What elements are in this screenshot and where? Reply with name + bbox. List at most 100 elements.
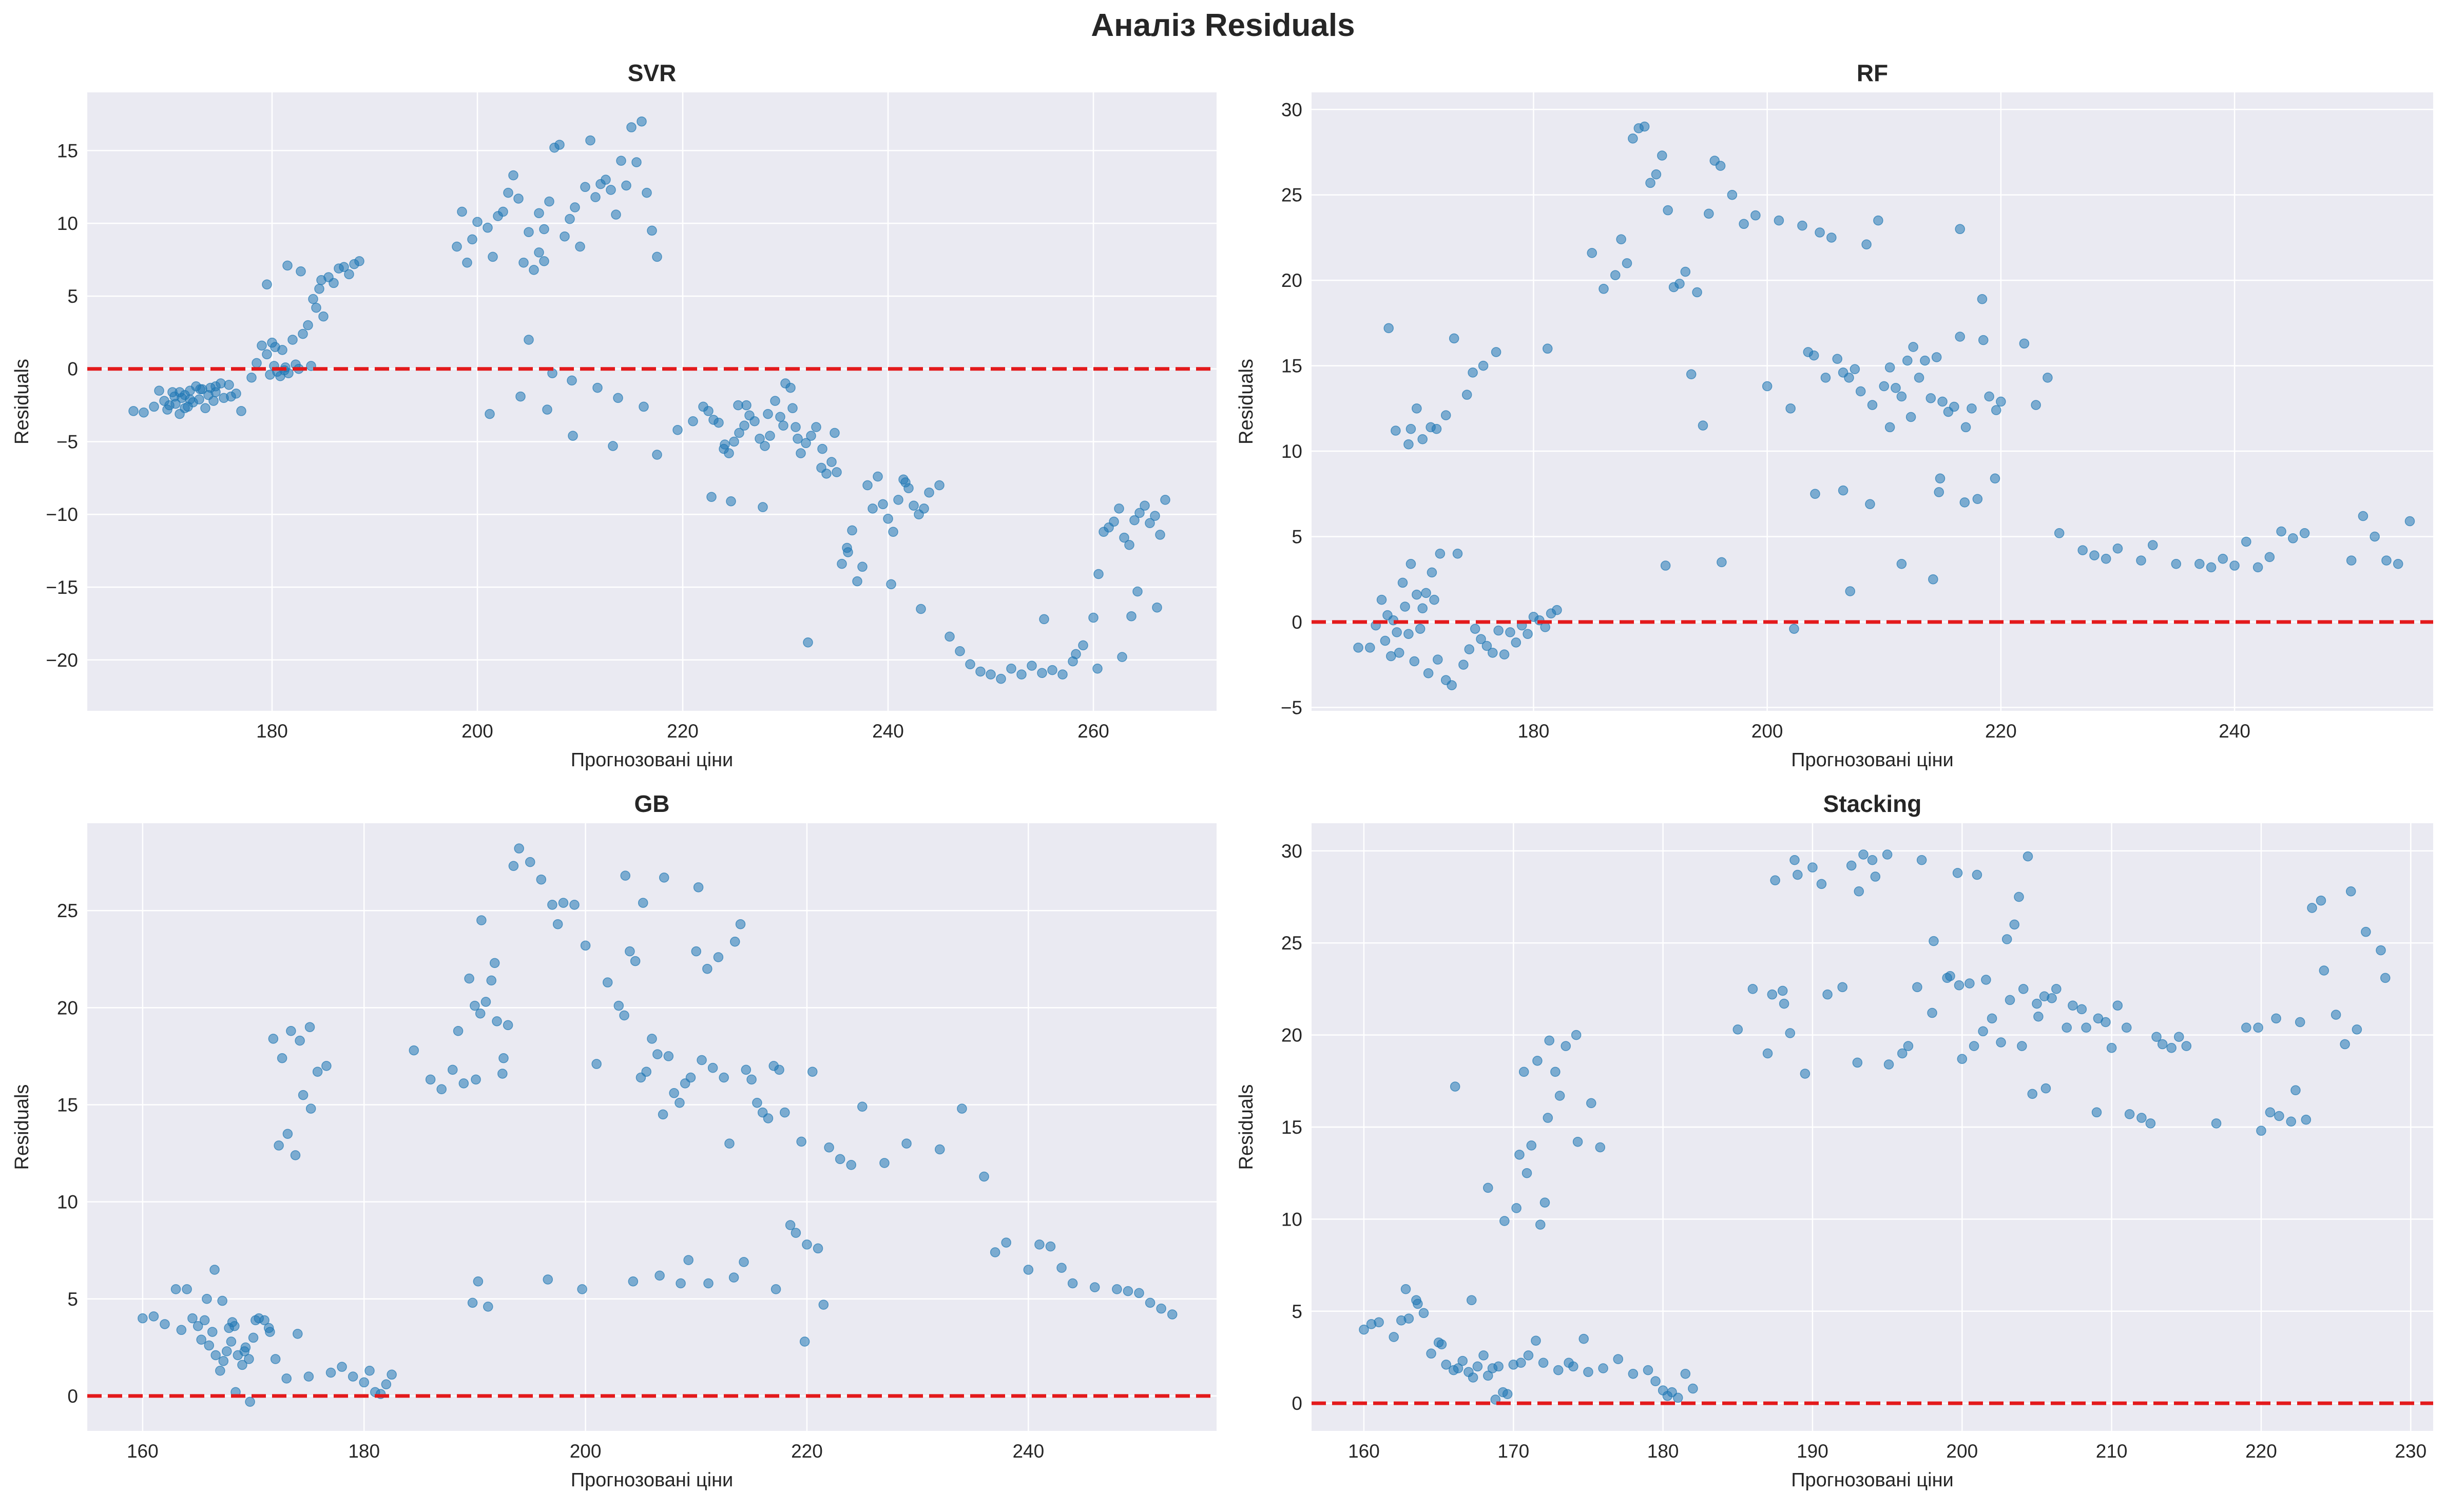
y-tick-label: −20 <box>46 650 78 671</box>
data-point <box>1929 936 1939 946</box>
data-point <box>448 1064 458 1075</box>
data-point <box>791 422 801 432</box>
data-point <box>685 1072 696 1083</box>
data-point <box>1450 1081 1460 1092</box>
data-point <box>590 192 601 202</box>
x-axis-label: Прогнозовані ціни <box>1791 1469 1954 1491</box>
data-point <box>534 208 544 219</box>
data-point <box>1616 234 1626 245</box>
data-point <box>2171 558 2182 569</box>
data-point <box>1561 1041 1571 1051</box>
data-point <box>312 1067 323 1077</box>
data-point <box>185 394 195 404</box>
data-point <box>1413 1298 1423 1309</box>
data-point <box>1552 605 1562 615</box>
data-point <box>348 1371 358 1382</box>
y-tick-label: 15 <box>57 140 78 161</box>
data-point <box>611 209 621 220</box>
data-point <box>1129 515 1140 526</box>
data-point <box>508 170 518 181</box>
x-tick-label: 220 <box>1985 721 2017 742</box>
data-point <box>675 1097 685 1108</box>
data-point <box>1457 1355 1468 1366</box>
data-point <box>318 311 329 322</box>
data-point <box>2062 1022 2072 1033</box>
data-point <box>702 963 712 974</box>
x-tick-label: 220 <box>667 721 699 742</box>
data-point <box>1078 640 1088 651</box>
data-point <box>652 450 662 460</box>
data-point <box>1952 868 1963 878</box>
data-point <box>2252 562 2263 573</box>
data-point <box>1867 855 1878 865</box>
data-point <box>1850 364 1860 375</box>
data-point <box>2288 533 2298 544</box>
data-point <box>244 1354 254 1364</box>
data-point <box>2307 903 2317 913</box>
data-point <box>647 1034 657 1044</box>
data-point <box>1006 664 1016 674</box>
data-point <box>613 393 623 403</box>
data-point <box>1359 1324 1369 1335</box>
data-point <box>592 382 603 393</box>
data-point <box>492 1016 502 1026</box>
data-point <box>2370 531 2380 542</box>
data-point <box>935 1144 945 1155</box>
data-point <box>1750 210 1761 221</box>
data-point <box>1816 879 1827 889</box>
data-point <box>2393 558 2403 569</box>
data-point <box>813 1243 823 1254</box>
data-point <box>2286 1116 2296 1127</box>
y-tick-label: 20 <box>1281 1025 1302 1046</box>
x-tick-label: 180 <box>256 721 288 742</box>
data-point <box>2376 945 2386 956</box>
y-axis-label: Residuals <box>1236 359 1257 444</box>
data-point <box>1586 1098 1596 1109</box>
data-point <box>536 874 547 885</box>
data-point <box>1523 629 1533 639</box>
data-point <box>1117 652 1127 662</box>
data-point <box>1639 121 1650 132</box>
data-point <box>1808 350 1819 361</box>
y-tick-label: 0 <box>1292 612 1302 633</box>
data-point <box>2241 536 2251 547</box>
data-point <box>2039 991 2050 1002</box>
data-point <box>2274 1111 2284 1121</box>
data-point <box>1949 401 1959 412</box>
data-point <box>1902 355 1913 366</box>
data-point <box>1873 215 1883 226</box>
data-point <box>817 443 827 454</box>
subplot-title: SVR <box>628 60 677 86</box>
data-point <box>1838 485 1848 496</box>
y-axis-label: Residuals <box>1236 1084 1257 1170</box>
data-point <box>909 500 919 511</box>
data-point <box>1789 624 1799 634</box>
data-point <box>1057 669 1068 680</box>
data-point <box>1531 1335 1541 1346</box>
data-point <box>2068 1000 2078 1011</box>
data-point <box>337 1362 347 1372</box>
data-point <box>194 394 204 404</box>
data-point <box>1374 1317 1384 1328</box>
data-point <box>807 1067 818 1077</box>
data-point <box>308 294 318 304</box>
data-point <box>2051 984 2062 994</box>
data-point <box>2295 1017 2305 1028</box>
data-point <box>1770 875 1780 885</box>
data-point <box>1897 1048 1908 1059</box>
data-point <box>1807 862 1818 873</box>
data-point <box>878 499 888 510</box>
data-point <box>1928 574 1938 585</box>
data-point <box>621 180 631 191</box>
data-point <box>641 1067 651 1077</box>
data-point <box>919 503 929 514</box>
data-point <box>1650 1376 1661 1386</box>
data-point <box>570 202 580 212</box>
data-point <box>2112 544 2123 554</box>
data-point <box>2001 934 2012 944</box>
data-point <box>824 1142 834 1153</box>
data-point <box>2043 373 2053 383</box>
x-tick-label: 240 <box>872 721 904 742</box>
data-point <box>1908 342 1918 352</box>
data-point <box>1981 975 1991 985</box>
